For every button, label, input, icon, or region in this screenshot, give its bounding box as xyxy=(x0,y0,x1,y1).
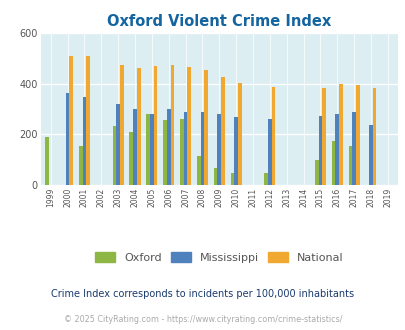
Bar xyxy=(136,68,140,185)
Bar xyxy=(271,87,275,185)
Bar xyxy=(79,146,82,185)
Bar xyxy=(314,159,318,185)
Bar xyxy=(264,173,267,185)
Bar xyxy=(331,141,335,185)
Bar xyxy=(153,66,157,185)
Bar xyxy=(372,88,375,185)
Bar xyxy=(322,88,325,185)
Bar xyxy=(221,77,224,185)
Bar xyxy=(146,115,149,185)
Bar xyxy=(183,112,187,185)
Bar xyxy=(217,114,221,185)
Bar xyxy=(234,117,237,185)
Bar xyxy=(120,65,124,185)
Legend: Oxford, Mississippi, National: Oxford, Mississippi, National xyxy=(91,248,347,267)
Bar xyxy=(355,84,359,185)
Bar xyxy=(267,118,271,185)
Bar xyxy=(133,110,136,185)
Bar xyxy=(196,156,200,185)
Bar xyxy=(213,168,217,185)
Bar xyxy=(149,115,153,185)
Bar xyxy=(204,70,207,185)
Bar xyxy=(318,116,322,185)
Bar xyxy=(66,93,69,185)
Bar xyxy=(187,67,191,185)
Bar xyxy=(368,125,372,185)
Bar xyxy=(163,119,166,185)
Text: © 2025 CityRating.com - https://www.cityrating.com/crime-statistics/: © 2025 CityRating.com - https://www.city… xyxy=(64,315,341,324)
Bar xyxy=(237,82,241,185)
Bar xyxy=(116,104,120,185)
Bar xyxy=(170,65,174,185)
Bar xyxy=(45,137,49,185)
Bar xyxy=(69,56,73,185)
Bar xyxy=(347,146,352,185)
Bar xyxy=(82,97,86,185)
Title: Oxford Violent Crime Index: Oxford Violent Crime Index xyxy=(107,14,330,29)
Bar xyxy=(352,112,355,185)
Text: Crime Index corresponds to incidents per 100,000 inhabitants: Crime Index corresponds to incidents per… xyxy=(51,289,354,299)
Bar xyxy=(200,112,204,185)
Bar xyxy=(129,132,133,185)
Bar xyxy=(179,119,183,185)
Bar xyxy=(166,110,170,185)
Bar xyxy=(86,56,90,185)
Bar xyxy=(338,84,342,185)
Bar xyxy=(112,126,116,185)
Bar xyxy=(230,173,234,185)
Bar xyxy=(335,114,338,185)
